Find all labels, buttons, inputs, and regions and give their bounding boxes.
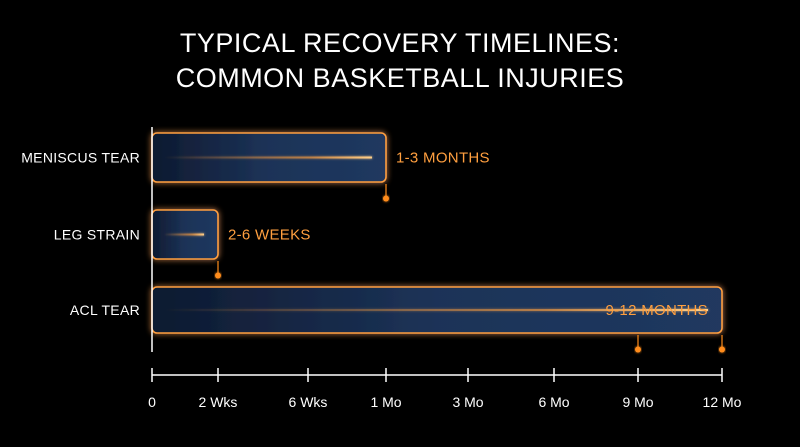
category-label: LEG STRAIN — [54, 227, 140, 243]
marker-pin-dot — [383, 195, 389, 202]
bar-value-label: 1-3 MONTHS — [396, 150, 490, 167]
bar-group: MENISCUS TEAR 1-3 MONTHS — [21, 132, 490, 202]
marker-pin-dot — [215, 272, 221, 279]
x-tick-label: 1 Mo — [370, 394, 401, 410]
chart-title-line-1: TYPICAL RECOVERY TIMELINES: — [179, 28, 621, 58]
bar-group: LEG STRAIN 2-6 WEEKS — [54, 209, 311, 279]
bar-streak — [164, 156, 372, 159]
x-tick-label: 0 — [148, 394, 156, 410]
x-tick-label: 12 Mo — [703, 394, 742, 410]
x-tick-label: 2 Wks — [199, 394, 238, 410]
bar-value-label: 9-12 MONTHS — [606, 302, 709, 319]
bar-value-label: 2-6 WEEKS — [228, 227, 311, 244]
category-label: MENISCUS TEAR — [21, 150, 140, 166]
x-tick-label: 9 Mo — [622, 394, 653, 410]
bar-streak — [164, 309, 708, 311]
marker-pin-dot — [635, 346, 641, 353]
category-label: ACL TEAR — [70, 302, 140, 318]
bar-streak — [164, 233, 204, 236]
bar-group: ACL TEAR 9-12 MONTHS — [70, 286, 725, 353]
chart-title: TYPICAL RECOVERY TIMELINES: COMMON BASKE… — [0, 26, 800, 96]
chart-title-line-2: COMMON BASKETBALL INJURIES — [175, 63, 625, 93]
x-tick-label: 6 Wks — [289, 394, 328, 410]
marker-pin-dot — [719, 346, 725, 353]
x-tick-label: 6 Mo — [538, 394, 569, 410]
x-tick-label: 3 Mo — [452, 394, 483, 410]
